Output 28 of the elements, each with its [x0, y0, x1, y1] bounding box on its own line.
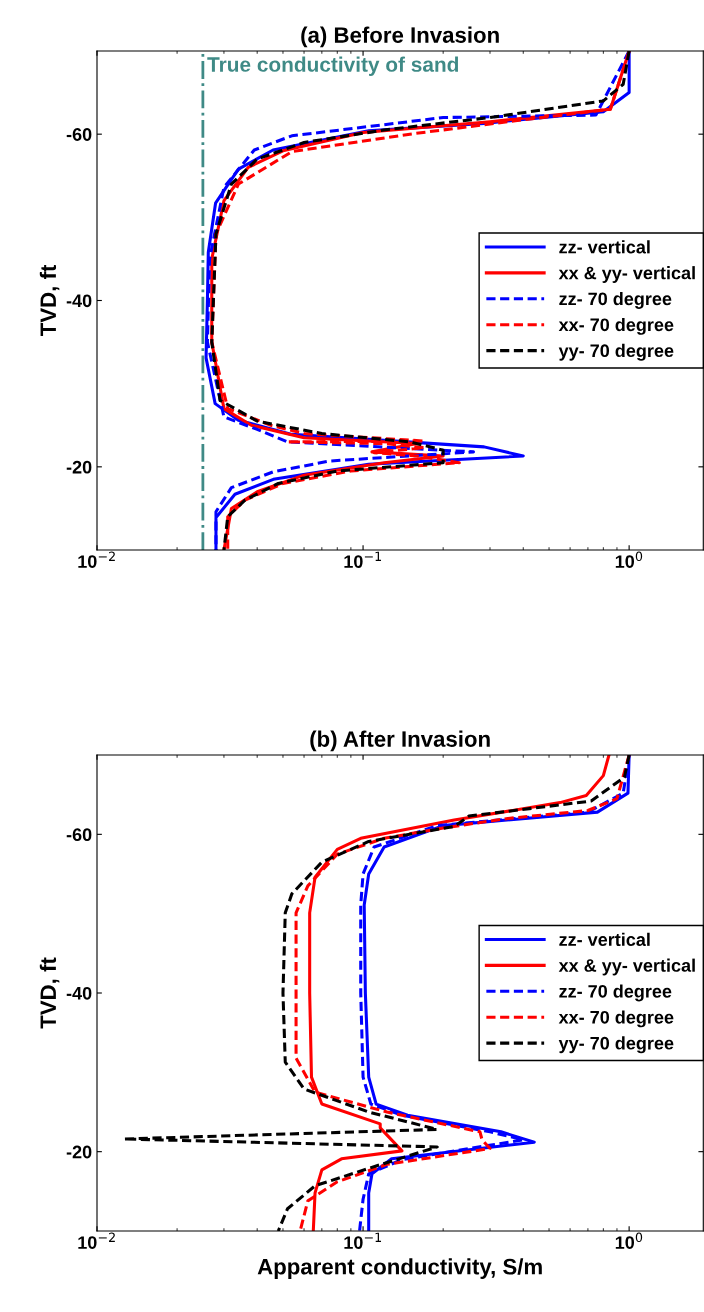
legend-label: xx- 70 degree [558, 317, 674, 335]
y-tick-label: -60 [66, 128, 92, 141]
legend-label: xx- 70 degree [558, 1010, 674, 1028]
x-tick-label: 10$^{0}$ [615, 1232, 643, 1249]
legend-label: yy- 70 degree [558, 343, 674, 361]
chart-title: (b) After Invasion [310, 730, 490, 752]
x-tick-label: 10$^{−2}$ [78, 1232, 115, 1249]
y-tick-label: -20 [66, 1145, 92, 1159]
y-tick-label: -40 [66, 986, 92, 1000]
y-tick-label: -40 [66, 294, 92, 308]
ref-line-label: True conductivity of sand [207, 56, 459, 76]
y-tick-label: -60 [66, 828, 92, 842]
x-tick-label: 10$^{0}$ [615, 551, 643, 568]
legend-label: zz- vertical [559, 240, 650, 254]
legend-label: xx & yy- vertical [558, 958, 695, 976]
legend-label: zz- 70 degree [559, 291, 672, 309]
y-axis-title: TVD, ft [39, 957, 60, 1029]
x-tick-label: 10$^{−1}$ [344, 1232, 382, 1249]
legend-label: yy- 70 degree [558, 1036, 674, 1054]
legend-label: zz- vertical [559, 932, 650, 947]
legend-label: zz- 70 degree [559, 984, 672, 1002]
chart-title: (a) Before Invasion [301, 26, 499, 48]
y-axis-title: TVD, ft [39, 264, 60, 337]
x-axis-title: Apparent conductivity, S/m [257, 1258, 542, 1279]
legend-label: xx & yy- vertical [558, 266, 695, 283]
x-tick-label: 10$^{−1}$ [344, 551, 382, 568]
y-tick-label: -20 [66, 460, 92, 474]
x-tick-label: 10$^{−2}$ [78, 551, 115, 568]
